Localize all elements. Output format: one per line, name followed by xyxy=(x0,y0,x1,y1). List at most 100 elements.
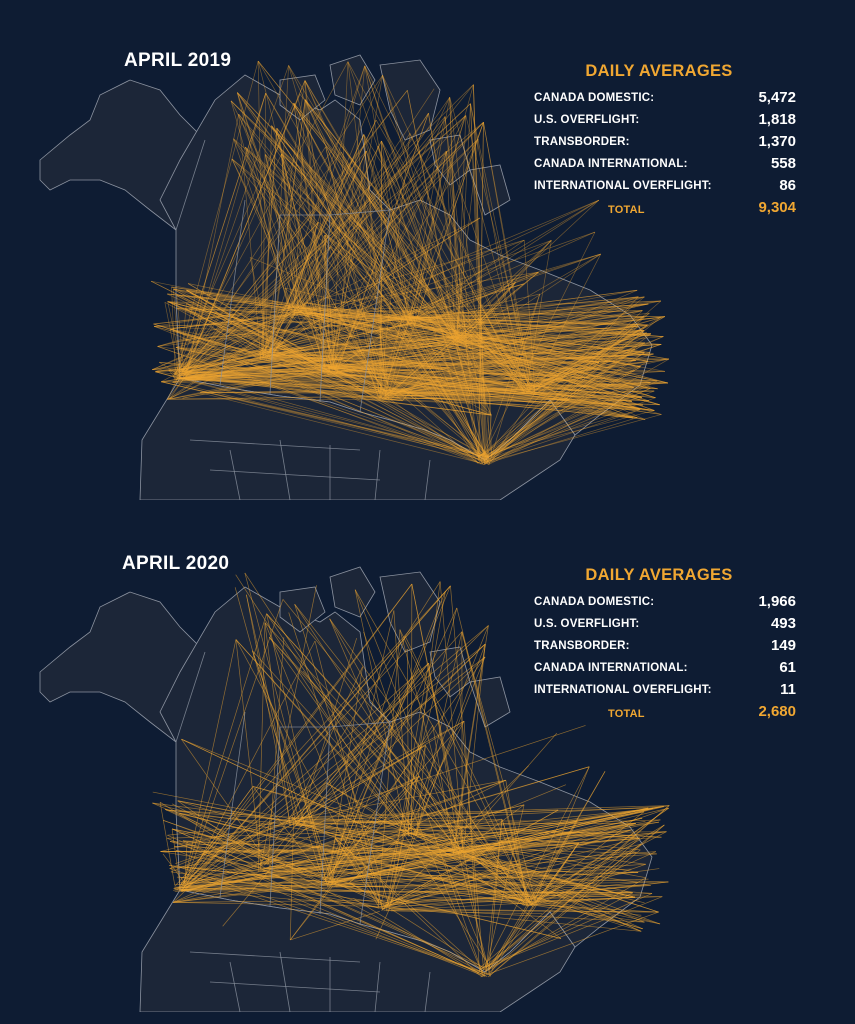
flight-path xyxy=(246,594,291,826)
flight-path xyxy=(276,128,331,375)
flight-path xyxy=(259,356,473,365)
flight-path xyxy=(161,338,460,383)
flight-path xyxy=(527,391,633,402)
flight-path xyxy=(294,604,460,856)
flight-path xyxy=(290,222,319,312)
flight-path xyxy=(172,305,290,383)
flight-path xyxy=(176,307,392,393)
flight-path xyxy=(271,271,539,357)
flight-path xyxy=(293,102,489,462)
flight-path xyxy=(262,134,365,357)
flight-path xyxy=(167,837,479,973)
flight-path xyxy=(333,364,634,388)
flight-path xyxy=(491,771,606,970)
flight-path xyxy=(329,618,527,898)
flight-path xyxy=(161,381,487,458)
flight-path xyxy=(533,382,669,394)
flight-path xyxy=(411,253,601,318)
flight-path xyxy=(155,370,175,373)
flight-path xyxy=(437,833,535,901)
flight-path xyxy=(181,65,289,374)
flight-path xyxy=(236,92,292,310)
flight-path xyxy=(457,330,645,342)
flight-path xyxy=(416,309,455,340)
arctic-island xyxy=(329,54,376,106)
flight-path xyxy=(189,308,405,319)
flight-path xyxy=(269,656,486,864)
flight-path xyxy=(454,343,651,389)
flight-path xyxy=(157,313,290,347)
flight-path xyxy=(180,352,645,372)
flight-path xyxy=(270,140,382,359)
flight-path xyxy=(244,572,327,883)
flight-path xyxy=(386,390,660,406)
flight-path xyxy=(404,317,633,419)
flight-path xyxy=(328,282,516,369)
flight-path xyxy=(453,341,473,365)
flight-path xyxy=(460,336,645,353)
flight-path xyxy=(170,328,526,394)
flight-path xyxy=(457,103,471,344)
flight-path xyxy=(245,146,410,324)
flight-path xyxy=(382,362,600,400)
flight-path xyxy=(177,217,481,376)
flight-path xyxy=(464,340,658,382)
stats-heading: DAILY AVERAGES xyxy=(585,566,733,584)
flight-path xyxy=(172,381,489,458)
flight-path xyxy=(200,392,480,463)
flight-path xyxy=(245,146,386,395)
flight-path xyxy=(481,293,541,459)
flight-path xyxy=(222,308,297,367)
flight-path xyxy=(531,394,642,398)
flight-path xyxy=(293,295,375,314)
flight-path xyxy=(179,303,187,374)
flight-path xyxy=(409,283,525,320)
flight-path xyxy=(412,303,649,321)
flight-path xyxy=(410,199,600,323)
boundary-line xyxy=(424,459,431,500)
flight-path xyxy=(268,243,434,352)
flight-path xyxy=(179,377,634,388)
total-label: TOTAL xyxy=(608,204,645,216)
flight-path xyxy=(182,367,337,399)
flight-path xyxy=(375,907,391,940)
flight-path xyxy=(153,323,263,356)
flight-path xyxy=(181,373,649,402)
flight-path xyxy=(151,280,293,310)
flight-path xyxy=(326,138,479,372)
flight-path xyxy=(153,323,383,399)
flight-path xyxy=(327,316,645,375)
flight-path xyxy=(410,310,643,318)
flight-path xyxy=(349,826,412,883)
flight-path xyxy=(329,360,636,366)
flight-path xyxy=(179,369,384,399)
flight-path xyxy=(399,629,531,903)
flight-path xyxy=(179,221,319,374)
flight-path xyxy=(481,325,639,465)
flight-path xyxy=(291,65,366,308)
flight-path xyxy=(480,805,670,968)
flight-path xyxy=(294,604,390,907)
borders-layer xyxy=(175,651,431,1012)
flight-path xyxy=(444,116,467,344)
flight-path xyxy=(165,809,295,818)
flight-path xyxy=(347,312,416,325)
flight-path xyxy=(382,75,530,392)
flight-path xyxy=(460,337,633,402)
flight-path xyxy=(334,336,664,366)
flight-path xyxy=(293,102,392,394)
flight-path xyxy=(526,240,552,388)
flight-path xyxy=(184,90,408,372)
flight-path xyxy=(180,302,307,374)
flight-path xyxy=(264,154,295,309)
flight-path xyxy=(384,370,665,392)
flight-path xyxy=(415,122,484,321)
flight-path xyxy=(414,322,655,411)
flight-path xyxy=(297,115,467,311)
boundary-line xyxy=(189,439,361,451)
flight-path xyxy=(184,339,480,461)
flight-path xyxy=(461,631,529,904)
flight-path xyxy=(266,613,327,885)
flight-path xyxy=(291,304,353,349)
flight-path xyxy=(415,318,669,360)
